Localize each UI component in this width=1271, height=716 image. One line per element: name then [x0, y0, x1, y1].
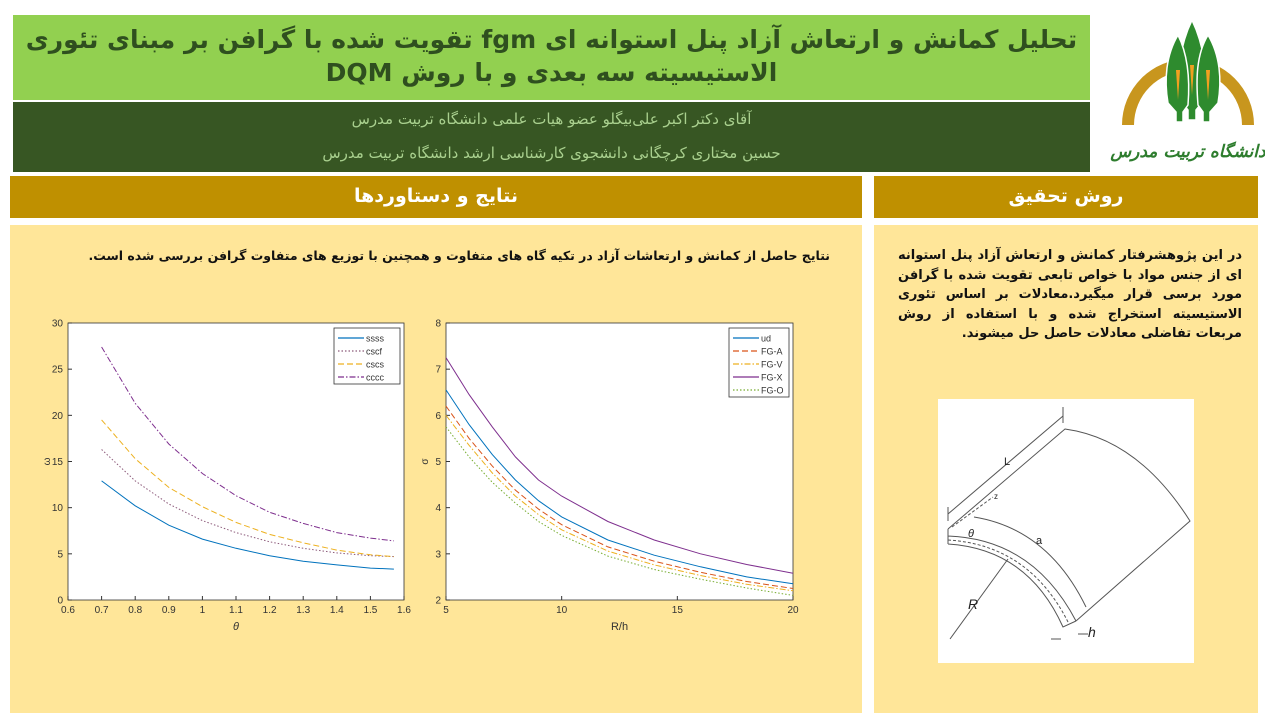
- author-supervisor: آقای دکتر اکبر علی‌بیگلو عضو هیات علمی د…: [351, 110, 752, 128]
- panel-diagram: L z θ a R h: [938, 399, 1194, 663]
- y-tick-label: 5: [435, 457, 441, 468]
- y-tick-label: 20: [52, 411, 64, 422]
- y-axis-label: ω: [42, 457, 53, 465]
- legend-label: FG-O: [761, 386, 784, 396]
- legend-label: ssss: [366, 334, 385, 344]
- diagram-label-L: L: [1004, 456, 1010, 468]
- y-tick-label: 5: [57, 549, 63, 560]
- x-tick-label: 10: [556, 605, 568, 616]
- x-tick-label: 0.9: [162, 605, 176, 616]
- series-line-FG-V: [445, 414, 794, 592]
- x-tick-label: 15: [672, 605, 684, 616]
- y-tick-label: 30: [52, 319, 64, 330]
- results-description: نتایج حاصل از کمانش و ارتعاشات آزاد در ت…: [88, 248, 830, 263]
- x-tick-label: 1: [200, 605, 206, 616]
- series-line-FG-O: [445, 426, 794, 596]
- x-tick-label: 1.6: [397, 605, 411, 616]
- y-tick-label: 25: [52, 365, 64, 376]
- legend-label: FG-X: [761, 373, 783, 383]
- x-axis-label: θ: [233, 621, 239, 633]
- diagram-label-h: h: [1088, 624, 1096, 640]
- method-description: در این پژوهشرفتار کمانش و ارتعاش آزاد پن…: [898, 248, 1242, 341]
- x-tick-label: 5: [443, 605, 449, 616]
- chart-stress-vs-rh: 5 10 15 20 2 3 4 5 6 7 8 R/h σ ud FG-A FG-V FG-X FG-O: [420, 319, 799, 634]
- y-tick-label: 0: [57, 596, 63, 607]
- method-heading: روش تحقیق: [874, 176, 1258, 218]
- y-tick-label: 6: [435, 411, 441, 422]
- series-line-FG-A: [445, 405, 794, 589]
- legend-label: ud: [761, 334, 771, 344]
- svg-text:دانشگاه تربیت مدرس: دانشگاه تربیت مدرس: [1110, 141, 1265, 162]
- legend-label: FG-V: [761, 360, 783, 370]
- x-tick-label: 1.4: [330, 605, 344, 616]
- x-tick-label: 1.2: [263, 605, 277, 616]
- series-line-ssss: [101, 480, 394, 570]
- x-tick-label: 1.5: [363, 605, 377, 616]
- x-axis-label: R/h: [611, 621, 628, 633]
- diagram-label-z: z: [994, 492, 998, 501]
- legend-box: [728, 327, 790, 398]
- series-line-FG-X: [445, 357, 794, 574]
- diagram-label-a: a: [1036, 535, 1043, 547]
- results-heading: نتایج و دستاوردها: [10, 176, 862, 218]
- x-tick-label: 20: [787, 605, 799, 616]
- legend-label: cscs: [366, 360, 385, 370]
- y-tick-label: 7: [435, 365, 441, 376]
- x-tick-label: 0.6: [61, 605, 75, 616]
- poster-title: تحلیل کمانش و ارتعاش آزاد پنل استوانه ای…: [13, 15, 1090, 100]
- chart-frequency-vs-theta: 0.6 0.7 0.8 0.9 1 1.1 1.2 1.3 1.4 1.5 1.6 0 5 10 15 20 2…: [42, 319, 411, 634]
- series-line-cscs: [101, 419, 394, 558]
- y-tick-label: 8: [435, 319, 441, 330]
- x-tick-label: 0.7: [95, 605, 109, 616]
- diagram-label-R: R: [968, 596, 978, 612]
- x-tick-label: 0.8: [128, 605, 142, 616]
- legend-box: [333, 327, 401, 385]
- university-logo: دانشگاه تربیت مدرس: [1109, 15, 1266, 175]
- y-tick-label: 3: [435, 549, 441, 560]
- y-tick-label: 10: [52, 503, 64, 514]
- series-line-ud: [445, 389, 794, 585]
- y-tick-label: 2: [435, 596, 441, 607]
- y-tick-label: 4: [435, 503, 441, 514]
- author-student: حسین مختاری کرچگانی دانشجوی کارشناسی ارش…: [322, 144, 781, 162]
- legend-label: FG-A: [761, 347, 783, 357]
- y-axis-label: σ: [420, 458, 431, 465]
- series-line-cccc: [101, 346, 394, 542]
- legend-label: cccc: [366, 373, 385, 383]
- diagram-label-theta: θ: [968, 528, 974, 540]
- authors-box: آقای دکتر اکبر علی‌بیگلو عضو هیات علمی د…: [13, 102, 1090, 172]
- x-tick-label: 1.1: [229, 605, 243, 616]
- legend-label: cscf: [366, 347, 383, 357]
- x-tick-label: 1.3: [296, 605, 310, 616]
- y-tick-label: 15: [52, 457, 64, 468]
